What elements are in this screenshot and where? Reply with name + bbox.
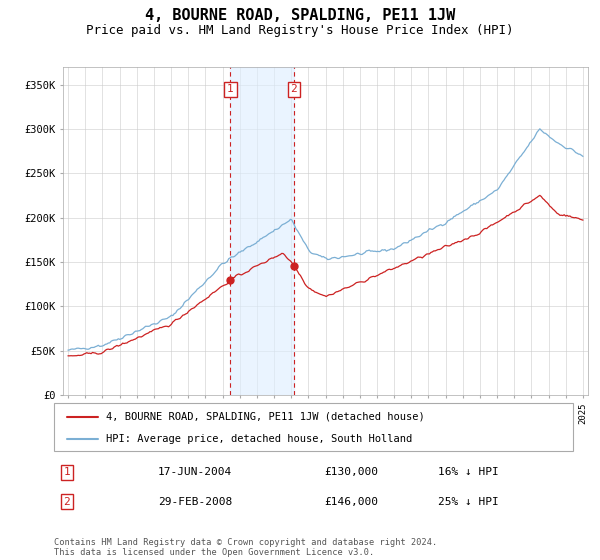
Text: 25% ↓ HPI: 25% ↓ HPI — [438, 497, 499, 507]
Text: 17-JUN-2004: 17-JUN-2004 — [158, 467, 232, 477]
Text: 29-FEB-2008: 29-FEB-2008 — [158, 497, 232, 507]
Text: 1: 1 — [64, 467, 70, 477]
Text: £130,000: £130,000 — [324, 467, 378, 477]
Text: HPI: Average price, detached house, South Holland: HPI: Average price, detached house, Sout… — [106, 434, 412, 444]
FancyBboxPatch shape — [54, 403, 573, 451]
Text: 2: 2 — [64, 497, 70, 507]
Text: Contains HM Land Registry data © Crown copyright and database right 2024.
This d: Contains HM Land Registry data © Crown c… — [54, 538, 437, 557]
Text: 2: 2 — [290, 85, 298, 94]
Text: Price paid vs. HM Land Registry's House Price Index (HPI): Price paid vs. HM Land Registry's House … — [86, 24, 514, 36]
Text: £146,000: £146,000 — [324, 497, 378, 507]
Text: 16% ↓ HPI: 16% ↓ HPI — [438, 467, 499, 477]
Bar — [230, 67, 294, 395]
Text: 4, BOURNE ROAD, SPALDING, PE11 1JW: 4, BOURNE ROAD, SPALDING, PE11 1JW — [145, 8, 455, 24]
Text: 4, BOURNE ROAD, SPALDING, PE11 1JW (detached house): 4, BOURNE ROAD, SPALDING, PE11 1JW (deta… — [106, 412, 425, 422]
Text: 1: 1 — [227, 85, 234, 94]
